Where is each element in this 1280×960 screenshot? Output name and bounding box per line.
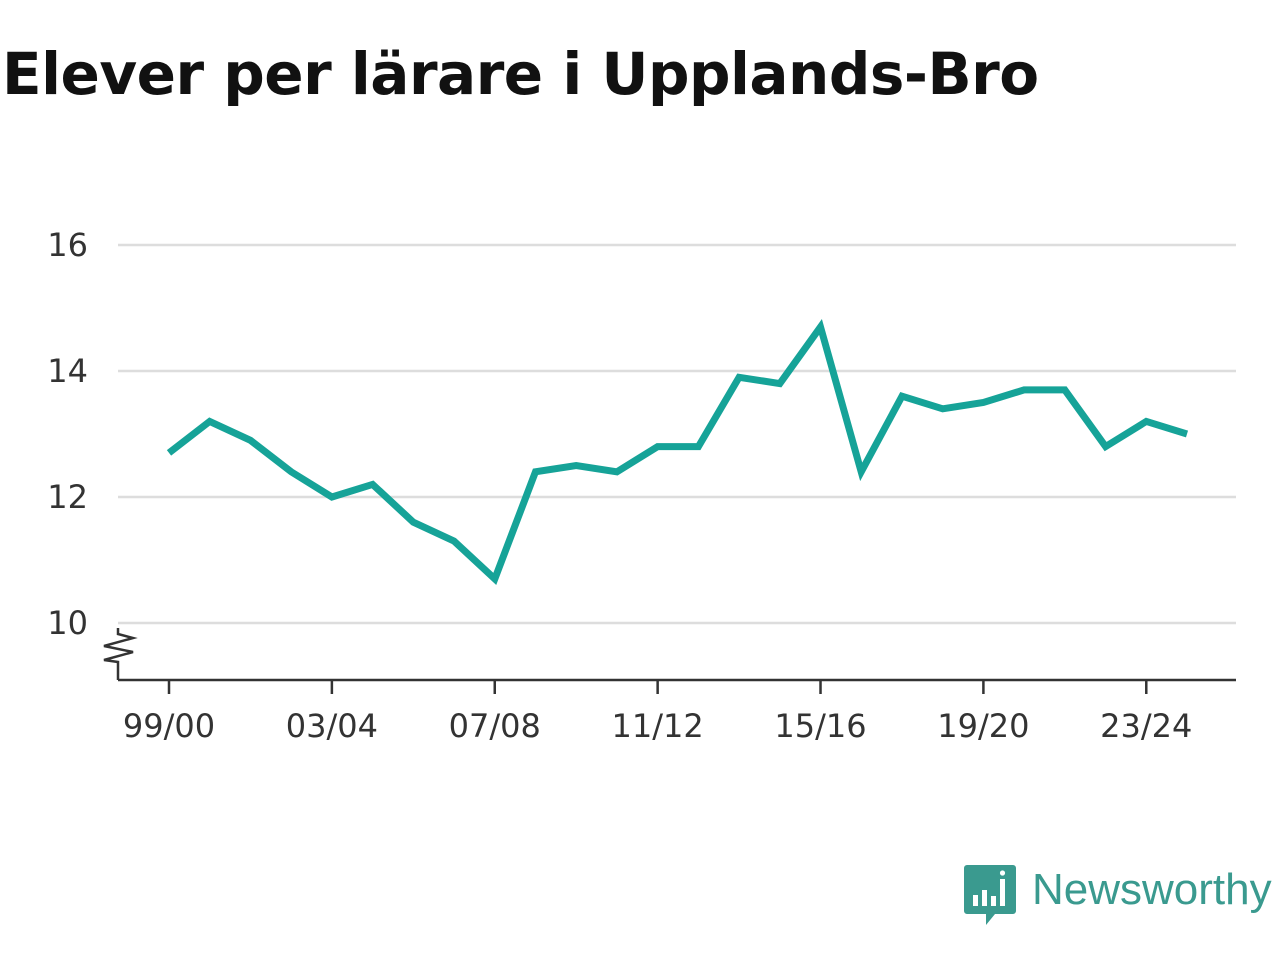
y-tick-label: 16 — [47, 226, 88, 264]
x-tick-label: 07/08 — [449, 707, 541, 745]
x-tick-label: 11/12 — [612, 707, 704, 745]
newsworthy-logo-icon — [964, 865, 1016, 925]
gridlines — [118, 243, 1236, 625]
brand-name: Newsworthy — [1032, 865, 1272, 914]
x-tick-label: 99/00 — [123, 707, 215, 745]
x-tick-label: 03/04 — [286, 707, 378, 745]
y-tick-label: 10 — [47, 604, 88, 642]
series-line — [166, 318, 1189, 585]
x-tick-label: 15/16 — [774, 707, 866, 745]
axis-break-icon — [103, 628, 138, 680]
y-axis-labels: 10 12 14 16 — [47, 226, 88, 642]
series-layer — [166, 318, 1189, 585]
x-axis-labels: 99/00 03/04 07/08 11/12 15/16 19/20 23/24 — [123, 707, 1192, 745]
x-tick-label: 23/24 — [1100, 707, 1192, 745]
x-tick-label: 19/20 — [937, 707, 1029, 745]
x-axis — [103, 628, 1236, 694]
chart-title: Elever per lärare i Upplands-Bro — [2, 40, 1039, 108]
y-tick-label: 14 — [47, 352, 88, 390]
y-tick-label: 12 — [47, 478, 88, 516]
